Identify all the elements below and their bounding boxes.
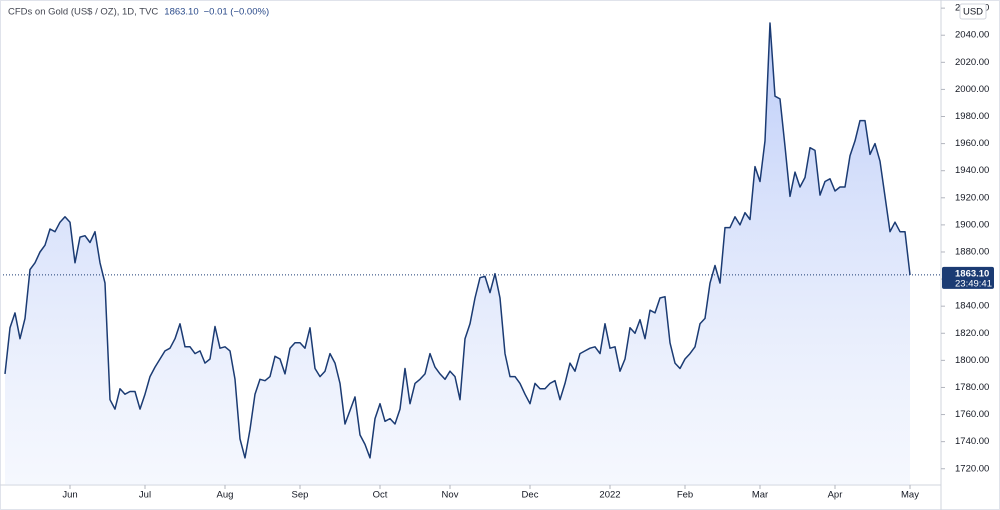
y-tick-label: 1980.00 — [955, 111, 989, 122]
y-tick-label: 1940.00 — [955, 165, 989, 176]
plot-area — [3, 22, 941, 485]
y-tick-label: 1900.00 — [955, 219, 989, 230]
y-tick-label: 1820.00 — [955, 328, 989, 339]
y-tick-label: 1920.00 — [955, 192, 989, 203]
chart-title: CFDs on Gold (US$ / OZ), 1D, TVC — [8, 7, 158, 18]
last-price-label: 1863.10 — [955, 268, 989, 279]
y-tick-label: 1960.00 — [955, 138, 989, 149]
y-tick-label: 1740.00 — [955, 436, 989, 447]
area — [5, 23, 910, 485]
y-tick-label: 2020.00 — [955, 57, 989, 68]
x-tick-label: Oct — [373, 490, 388, 501]
x-tick-label: Jun — [62, 490, 77, 501]
y-tick-label: 1780.00 — [955, 382, 989, 393]
x-tick-label: Aug — [217, 490, 234, 501]
x-tick-label: Dec — [522, 490, 539, 501]
x-tick-label: Sep — [292, 490, 309, 501]
x-tick-label: Apr — [828, 490, 843, 501]
countdown-label: 23:49:41 — [955, 278, 992, 289]
x-tick-label: Mar — [752, 490, 768, 501]
y-tick-label: 1840.00 — [955, 301, 989, 312]
y-tick-label: 1880.00 — [955, 246, 989, 257]
x-tick-label: Jul — [139, 490, 151, 501]
price-line — [4, 22, 911, 459]
y-tick-label: 1760.00 — [955, 409, 989, 420]
x-tick-label: 2022 — [599, 490, 620, 501]
header-price: 1863.10 — [164, 7, 198, 18]
currency-label: USD — [963, 7, 983, 18]
y-tick-label: 1720.00 — [955, 463, 989, 474]
y-tick-label: 2040.00 — [955, 30, 989, 41]
last-price-box — [942, 266, 994, 289]
x-tick-label: Nov — [442, 490, 459, 501]
axes: 1720.00 1740.00 1760.00 1780.00 1800.00 1820.… — [62, 3, 994, 501]
header-change: −0.01 (−0.00%) — [204, 7, 270, 18]
y-tick-label: 2000.00 — [955, 84, 989, 95]
y-tick-label: 1800.00 — [955, 355, 989, 366]
x-tick-label: May — [901, 490, 919, 501]
x-tick-label: Feb — [677, 490, 693, 501]
currency-box — [959, 3, 987, 20]
